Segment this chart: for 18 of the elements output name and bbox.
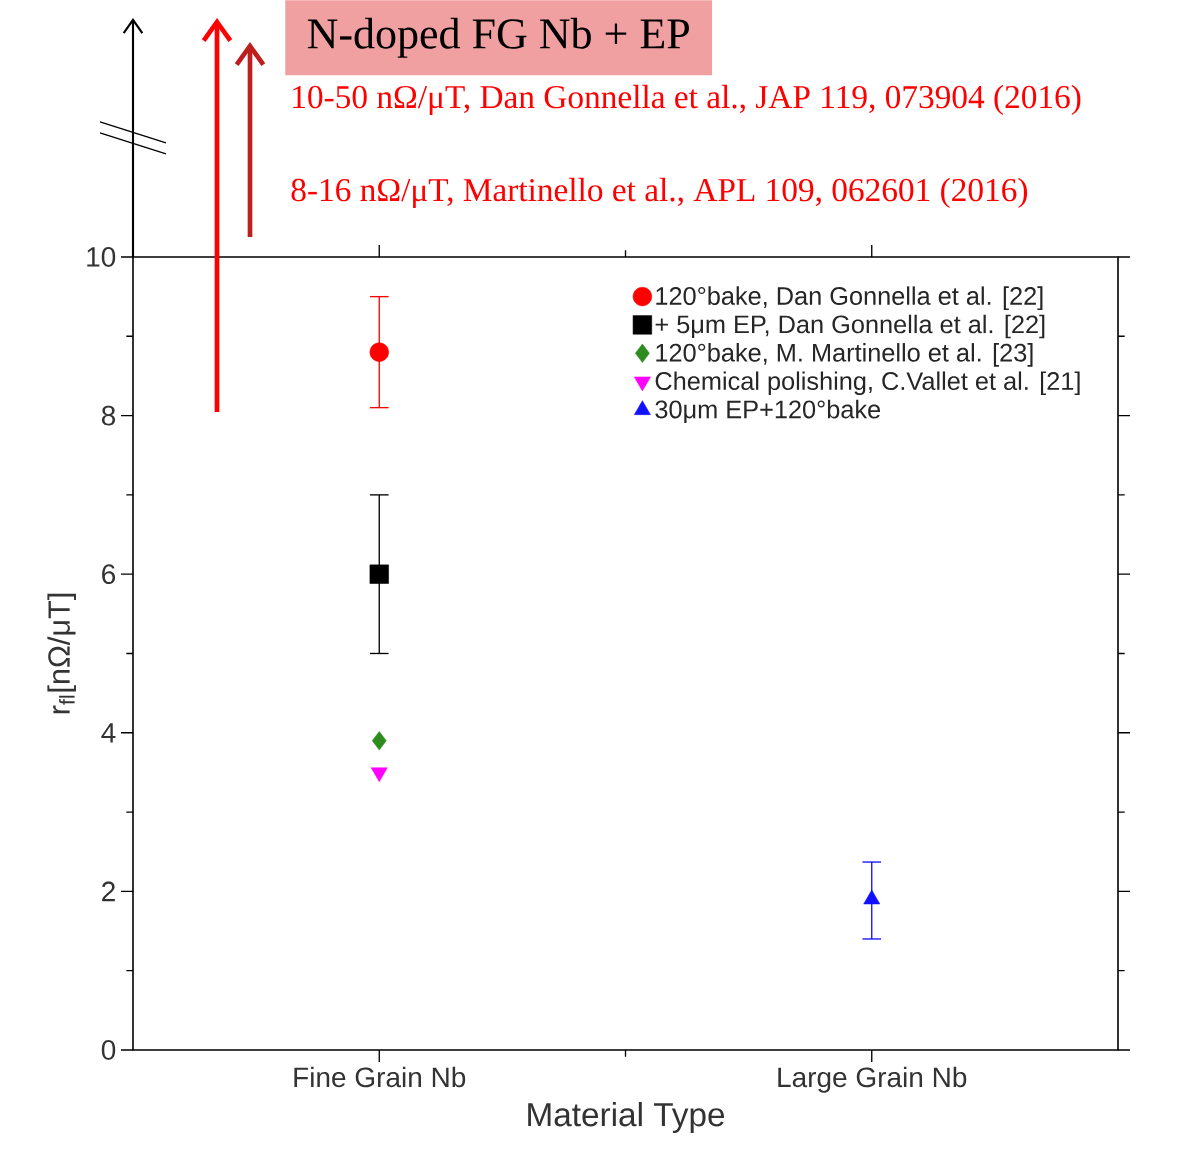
x-tick-label: Large Grain Nb [778,1066,967,1093]
legend-label: 120°bake, Dan Gonnella et al. [22] [656,286,1043,310]
y-axis-title: r$_{fl}$[nΩ/μT] [47,593,76,714]
y-tick-label: 4 [101,723,116,743]
y-tick-label: 8 [101,405,116,426]
legend-label: 30μm EP+120°bake [655,399,881,424]
x-tick-label: Fine Grain Nb [294,1066,466,1088]
legend-label: 120°bake, M. Martinello et al. [23] [656,343,1033,367]
y-tick-label: 10 [87,247,116,267]
legend-label: + 5μm EP, Dan Gonnella et al. [22] [655,314,1045,339]
y-tick-label: 6 [102,564,116,585]
text: 8-16 nΩ/μT, Martinello et al., APL 109, 062601 (2016) [291,177,1028,209]
x-axis-title: Material Type [528,1101,725,1134]
y-tick-label: 2 [102,881,115,902]
chart-title: N-doped FG Nb + EP [307,17,689,58]
text: 10-50 nΩ/μT, Dan Gonnella et al., JAP 119, 073904 (2016) [293,84,1081,116]
legend-label: Chemical polishing, C.Vallet et al. [21] [655,371,1080,396]
y-tick-label: 0 [101,1040,116,1060]
